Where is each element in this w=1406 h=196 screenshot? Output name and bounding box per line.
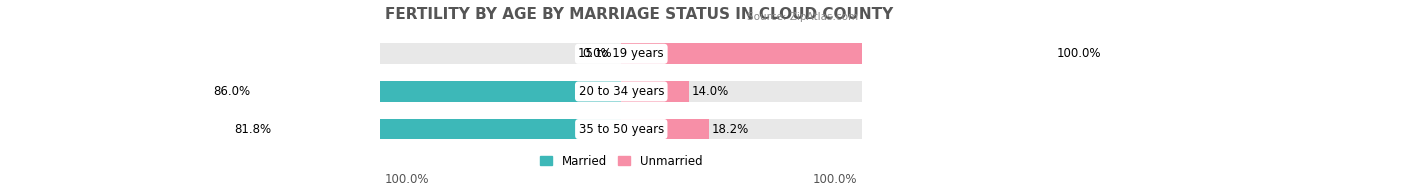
Bar	[207, 81, 621, 102]
Text: 100.0%: 100.0%	[813, 173, 858, 186]
Bar	[621, 81, 689, 102]
Bar	[621, 44, 1104, 64]
Text: 14.0%: 14.0%	[692, 85, 728, 98]
Text: 81.8%: 81.8%	[233, 122, 271, 136]
Text: 15 to 19 years: 15 to 19 years	[578, 47, 664, 60]
Text: 100.0%: 100.0%	[1057, 47, 1101, 60]
Legend: Married, Unmarried: Married, Unmarried	[536, 150, 707, 172]
Bar	[621, 119, 709, 139]
Bar	[380, 119, 862, 139]
Text: 20 to 34 years: 20 to 34 years	[578, 85, 664, 98]
Bar	[380, 44, 862, 64]
Text: Source: ZipAtlas.com: Source: ZipAtlas.com	[747, 12, 858, 22]
Text: FERTILITY BY AGE BY MARRIAGE STATUS IN CLOUD COUNTY: FERTILITY BY AGE BY MARRIAGE STATUS IN C…	[385, 7, 893, 22]
Text: 100.0%: 100.0%	[385, 173, 429, 186]
Text: 18.2%: 18.2%	[711, 122, 749, 136]
Bar	[226, 119, 621, 139]
Text: 86.0%: 86.0%	[214, 85, 250, 98]
Text: 0.0%: 0.0%	[582, 47, 612, 60]
Text: 35 to 50 years: 35 to 50 years	[579, 122, 664, 136]
Bar	[380, 81, 862, 102]
